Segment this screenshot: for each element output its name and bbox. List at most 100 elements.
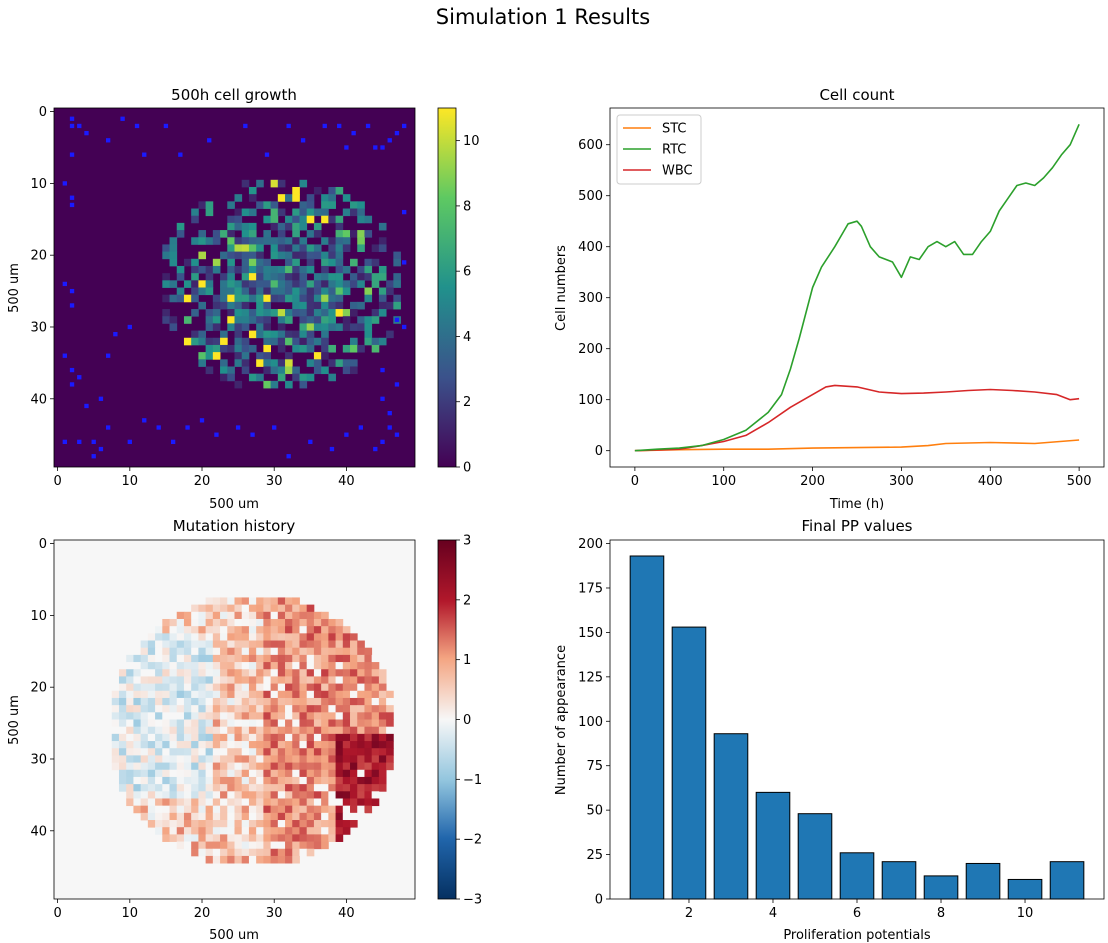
heatmap-cell [357, 791, 365, 799]
heatmap-cell [198, 301, 207, 310]
cell-count-panel: Cell count 0 100 200 300 400 5000100200300400… [554, 86, 1105, 512]
heatmap-cell [227, 690, 235, 699]
heatmap-cell [220, 798, 228, 807]
heatmap-cell [277, 359, 286, 367]
heatmap-cell [147, 769, 156, 778]
heatmap-cell [321, 683, 329, 692]
heatmap-cell [335, 805, 344, 814]
heatmap-cell [277, 705, 286, 713]
heatmap-cell [126, 669, 134, 677]
heatmap-cell [234, 798, 243, 807]
heatmap-cell [162, 834, 170, 842]
heatmap-cell [248, 251, 257, 260]
heatmap-cell [378, 683, 387, 692]
heatmap-cell [364, 323, 373, 331]
heatmap-cell [220, 230, 228, 238]
heatmap-cell [234, 244, 243, 252]
heatmap-cell [256, 330, 264, 339]
heatmap-cell [313, 669, 322, 677]
heatmap-cell [321, 366, 329, 375]
heatmap-cell [371, 726, 380, 735]
heatmap-cell [335, 654, 344, 663]
heatmap-cell [140, 690, 149, 699]
heatmap-cell [234, 733, 243, 742]
heatmap-cell [292, 301, 300, 310]
heatmap-cell [277, 316, 286, 324]
heatmap-cell [350, 748, 358, 756]
heatmap-cell [321, 834, 329, 842]
heatmap-cell [227, 287, 235, 296]
heatmap-cell [270, 719, 279, 728]
heatmap-cell [234, 741, 243, 749]
heatmap-cell [147, 676, 156, 684]
heatmap-cell [176, 820, 185, 828]
cell-count-title: Cell count [819, 86, 894, 104]
heatmap-cell [292, 762, 300, 771]
heatmap-cell [321, 640, 329, 649]
heatmap-cell [227, 373, 235, 382]
heatmap-cell [162, 683, 170, 692]
heatmap-cell [350, 712, 358, 720]
heatmap-cell [234, 194, 243, 202]
heatmap-cell [205, 647, 214, 656]
heatmap-cell [183, 712, 192, 720]
heatmap-cell [306, 633, 315, 641]
heatmap-cell [234, 316, 243, 324]
heatmap-marker [120, 116, 125, 121]
heatmap-cell [248, 186, 257, 195]
heatmap-cell [133, 697, 142, 706]
heatmap-cell [335, 769, 344, 778]
heatmap-cell [162, 733, 170, 742]
heatmap-cell [234, 662, 243, 670]
heatmap-cell [277, 611, 286, 620]
heatmap-cell [220, 626, 228, 634]
heatmap-cell [205, 669, 214, 677]
heatmap-cell [133, 755, 142, 763]
heatmap-cell [299, 791, 308, 799]
heatmap-cell [364, 791, 373, 799]
heatmap-cell [212, 726, 221, 735]
heatmap-cell [321, 820, 329, 828]
heatmap-cell [227, 733, 235, 742]
heatmap-cell [335, 741, 344, 749]
heatmap-cell [241, 208, 250, 217]
heatmap-cell [198, 805, 207, 814]
heatmap-cell [328, 309, 336, 317]
heatmap-cell [241, 769, 250, 778]
heatmap-cell [227, 791, 235, 799]
colorbar-tick-label: 4 [463, 330, 471, 345]
heatmap-cell [277, 323, 286, 331]
heatmap-cell [241, 662, 250, 670]
heatmap-cell [169, 719, 178, 728]
heatmap-cell [256, 316, 264, 324]
heatmap-cell [248, 287, 257, 296]
heatmap-cell [285, 705, 293, 713]
heatmap-cell [313, 208, 322, 217]
heatmap-cell [350, 798, 358, 807]
heatmap-cell [371, 690, 380, 699]
heatmap-cell [183, 776, 192, 785]
x-tick-label: 200 [800, 474, 825, 489]
heatmap-cell [256, 626, 264, 634]
heatmap-cell [220, 662, 228, 670]
heatmap-cell [248, 820, 257, 828]
heatmap-cell [248, 230, 257, 238]
heatmap-cell [263, 683, 271, 692]
heatmap-cell [306, 258, 315, 267]
heatmap-cell [263, 755, 271, 763]
heatmap-cell [241, 848, 250, 857]
heatmap-cell [393, 280, 401, 288]
heatmap-cell [256, 676, 264, 684]
heatmap-cell [191, 618, 199, 627]
heatmap-cell [364, 647, 373, 656]
heatmap-cell [321, 258, 329, 267]
heatmap-cell [378, 784, 387, 792]
heatmap-cell [191, 337, 199, 346]
heatmap-cell [220, 705, 228, 713]
heatmap-cell [227, 848, 235, 857]
heatmap-cell [335, 273, 344, 281]
heatmap-cell [227, 633, 235, 641]
heatmap-cell [285, 848, 293, 857]
heatmap-cell [285, 719, 293, 728]
